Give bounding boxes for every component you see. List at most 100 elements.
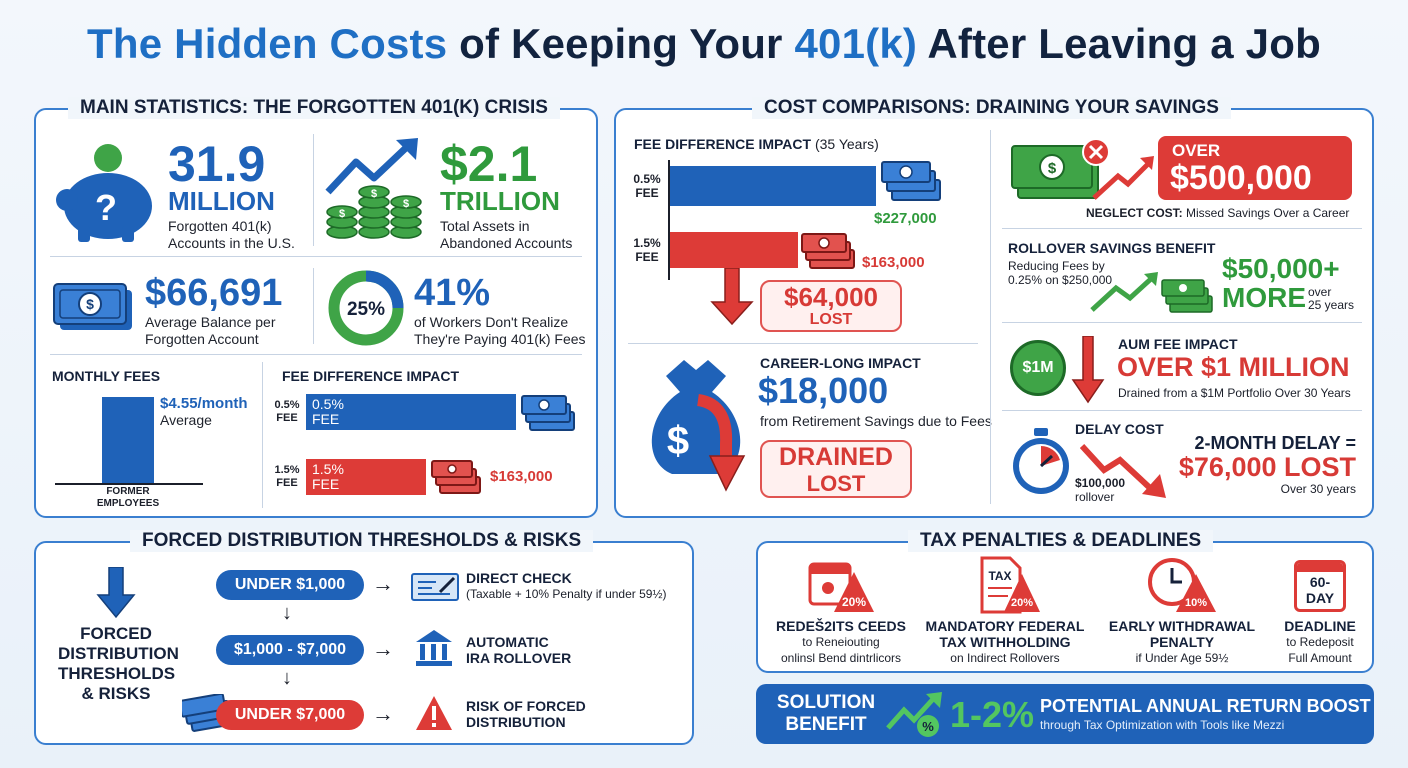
- rollover-value2: MORE: [1222, 282, 1306, 313]
- divider: [1002, 322, 1362, 323]
- neglect-over: OVER: [1172, 141, 1221, 160]
- fee-impact-bar-1-5: [306, 459, 426, 495]
- svg-text:$: $: [371, 188, 377, 200]
- neglect-cost-badge: [1158, 136, 1352, 200]
- svg-text:$: $: [403, 198, 409, 210]
- fee-diff-row2-value: $163,000: [862, 254, 925, 271]
- fee-diff-row1-value: $227,000: [874, 210, 937, 227]
- fee-diff-heading: FEE DIFFERENCE IMPACT (35 Years): [634, 136, 879, 152]
- svg-text:$: $: [1048, 160, 1057, 177]
- arrow: →: [372, 701, 394, 726]
- rollover-desc: Reducing Fees by 0.25% on $250,000: [1008, 259, 1113, 287]
- career-drained-callout: DRAINED LOST: [760, 440, 912, 498]
- rollover-value1: $50,000+: [1222, 253, 1340, 284]
- delay-value: $76,000 LOST: [1178, 452, 1356, 482]
- cash-bill-icon: $: [53, 283, 132, 330]
- red-down-arrow-icon: [710, 268, 754, 326]
- monthly-fees-sub: Average: [160, 412, 212, 428]
- threshold-under-7000-pill: UNDER $7,000: [216, 700, 364, 730]
- growth-percent-icon: %: [886, 692, 942, 737]
- bank-building-icon: [416, 630, 452, 666]
- monthly-fees-value: $4.55/month: [160, 395, 248, 412]
- percentage-ring-icon: 25%: [328, 270, 404, 346]
- ring-label: 25%: [347, 299, 385, 320]
- fee-diff-bar-1-5: [670, 232, 798, 268]
- fee-diff-bar-0-5: [670, 166, 876, 206]
- stopwatch-icon: [1013, 428, 1069, 494]
- arrow: →: [372, 636, 394, 661]
- forced-distribution-panel: [34, 541, 694, 745]
- tax-item4-label: DEADLINE to Redeposit Full Amount: [1284, 618, 1356, 665]
- tax-item3-label: EARLY WITHDRAWAL PENALTY if Under Age 59…: [1108, 618, 1256, 665]
- check-icon: [411, 573, 459, 601]
- fee-diff-lost-label: LOST: [809, 311, 853, 328]
- divider: [1002, 228, 1362, 229]
- fee-diff-axis: [668, 160, 670, 280]
- fee-diff-lost-value: $64,000: [784, 282, 878, 312]
- stat-average-balance-desc1: Average Balance per: [145, 314, 276, 330]
- stat-forgotten-accounts-unit: MILLION: [168, 186, 275, 216]
- divider: [628, 343, 978, 344]
- tax-item2-label: MANDATORY FEDERAL TAX WITHHOLDING on Ind…: [925, 618, 1085, 665]
- fee-impact-bar-0-5-label: 0.5% FEE: [312, 396, 344, 427]
- threshold2-title: AUTOMATIC IRA ROLLOVER: [466, 634, 572, 666]
- svg-text:?: ?: [95, 187, 117, 228]
- coin-stacks-growth-icon: $ $ $: [325, 138, 422, 239]
- main-statistics-heading: MAIN STATISTICS: THE FORGOTTEN 401(K) CR…: [68, 97, 560, 119]
- stat-fee-awareness-desc2: They're Paying 401(k) Fees: [414, 331, 586, 347]
- arrow: →: [372, 571, 394, 596]
- career-value: $18,000: [758, 370, 889, 411]
- aum-heading: AUM FEE IMPACT: [1118, 336, 1238, 352]
- piggy-bank-icon: ?: [56, 144, 152, 242]
- red-cash-stack-icon: [431, 460, 481, 494]
- solution-desc: through Tax Optimization with Tools like…: [1040, 718, 1285, 732]
- stat-forgotten-accounts-desc1: Forgotten 401(k): [168, 218, 272, 234]
- stat-forgotten-accounts-desc2: Accounts in the U.S.: [168, 235, 295, 251]
- fee-diff-row2-label: 1.5% FEE: [633, 236, 661, 264]
- stat-average-balance-desc2: Forgotten Account: [145, 331, 259, 347]
- svg-text:TAX: TAX: [988, 569, 1011, 583]
- growth-cash-icon: [1090, 272, 1213, 313]
- fee-impact-heading: FEE DIFFERENCE IMPACT: [282, 368, 460, 384]
- cash-with-x-icon: $: [1011, 138, 1154, 200]
- calendar-60-day-icon: 60- DAY: [1294, 560, 1346, 612]
- red-cash-stack-icon: [801, 233, 855, 269]
- tax-penalties-heading: TAX PENALTIES & DEADLINES: [908, 530, 1214, 552]
- solution-value: 1-2%: [950, 694, 1035, 735]
- red-down-arrow-icon: [1071, 336, 1105, 404]
- solution-title: POTENTIAL ANNUAL RETURN BOOST: [1040, 696, 1371, 716]
- warning-icon: [416, 696, 452, 730]
- threshold1-title: DIRECT CHECK: [466, 570, 572, 586]
- down-arrow: ↓: [282, 602, 292, 624]
- aum-badge-icon: $1M: [1010, 340, 1066, 396]
- delay-heading: DELAY COST: [1075, 421, 1164, 437]
- fee-impact-row1-label: 0.5% FEE: [274, 399, 300, 424]
- rollover-heading: ROLLOVER SAVINGS BENEFIT: [1008, 240, 1216, 256]
- threshold-1000-7000-pill: $1,000 - $7,000: [216, 635, 364, 665]
- career-desc: from Retirement Savings due to Fees: [760, 413, 992, 429]
- fee-impact-bar-0-5: [306, 394, 516, 430]
- page-title: The Hidden Costs of Keeping Your 401(k) …: [87, 20, 1321, 67]
- clock-warning-icon: 10%: [1148, 558, 1216, 612]
- divider: [313, 134, 314, 246]
- cost-comparisons-heading: COST COMPARISONS: DRAINING YOUR SAVINGS: [752, 97, 1231, 119]
- stat-total-assets-value: $2.1: [440, 136, 538, 192]
- divider: [50, 256, 582, 257]
- stat-average-balance-value: $66,691: [145, 272, 283, 314]
- divider: [313, 268, 314, 344]
- aum-desc: Drained from a $1M Portfolio Over 30 Yea…: [1118, 386, 1351, 400]
- forced-side-label: FORCED DISTRIBUTION THRESHOLDS & RISKS: [58, 624, 179, 703]
- forced-distribution-heading: FORCED DISTRIBUTION THRESHOLDS & RISKS: [130, 530, 594, 552]
- fee-impact-row2-value: $163,000: [490, 468, 553, 485]
- decline-arrow-icon: [1080, 443, 1166, 498]
- aum-value: OVER $1 MILLION: [1117, 352, 1350, 382]
- svg-text:$: $: [667, 419, 689, 463]
- svg-text:$: $: [339, 208, 345, 220]
- stat-total-assets-unit: TRILLION: [440, 186, 560, 216]
- blue-cash-stack-icon: [521, 395, 575, 431]
- rollover-duration: over 25 years: [1308, 285, 1355, 312]
- svg-text:10%: 10%: [1185, 597, 1207, 609]
- svg-text:$: $: [86, 296, 94, 312]
- monthly-fees-heading: MONTHLY FEES: [52, 368, 161, 384]
- solution-banner: [756, 684, 1374, 744]
